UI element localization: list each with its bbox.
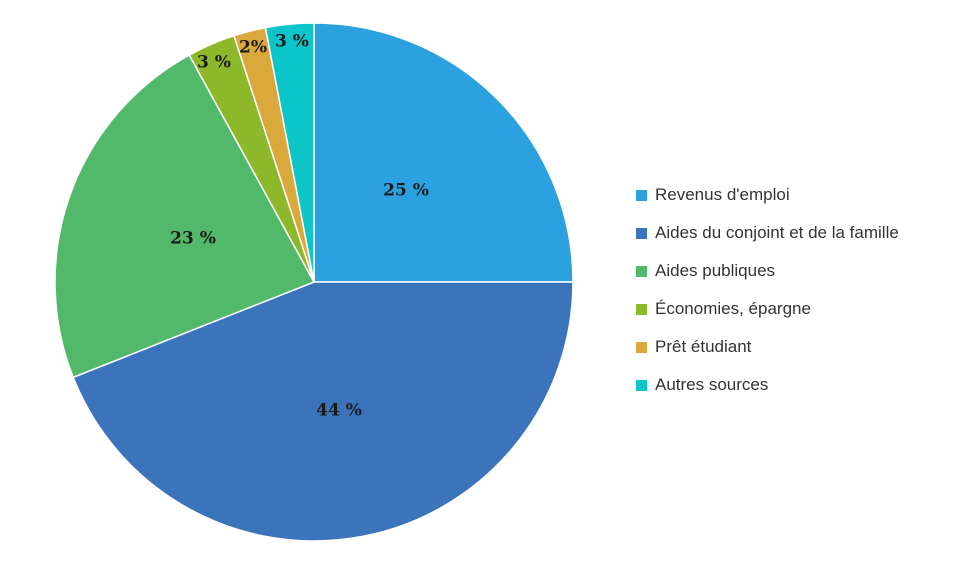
legend-swatch	[636, 189, 647, 201]
legend-item: Économies, épargne	[636, 290, 899, 328]
legend-item: Autres sources	[636, 366, 899, 404]
legend-swatch	[636, 227, 647, 239]
legend-label: Aides du conjoint et de la famille	[655, 223, 899, 242]
legend-label: Autres sources	[655, 375, 769, 394]
legend-swatch	[636, 303, 647, 315]
legend-label: Prêt étudiant	[655, 337, 752, 356]
slice-data-label: 2%	[239, 38, 267, 58]
slice-data-label: 25 %	[383, 181, 429, 201]
legend-label: Aides publiques	[655, 261, 776, 280]
legend-item: Aides du conjoint et de la famille	[636, 214, 899, 252]
legend-item: Prêt étudiant	[636, 328, 899, 366]
legend-label: Économies, épargne	[655, 299, 811, 318]
slice-data-label: 23 %	[170, 229, 216, 249]
legend-swatch	[636, 265, 647, 277]
legend-swatch	[636, 341, 647, 353]
pie-slice-1	[313, 22, 574, 283]
legend-item: Aides publiques	[636, 252, 899, 290]
legend-label: Revenus d'emploi	[655, 185, 790, 204]
pie-slice-2	[72, 281, 574, 542]
pie-slice-6	[264, 22, 315, 283]
slice-data-label: 3 %	[275, 32, 309, 52]
legend-item: Revenus d'emploi	[636, 176, 899, 214]
chart-legend: Revenus d'emploi Aides du conjoint et de …	[636, 176, 899, 404]
pie-slice-3	[54, 54, 316, 379]
legend-swatch	[636, 379, 647, 391]
slice-data-label: 44 %	[316, 401, 362, 421]
slice-data-label: 3 %	[197, 53, 231, 73]
